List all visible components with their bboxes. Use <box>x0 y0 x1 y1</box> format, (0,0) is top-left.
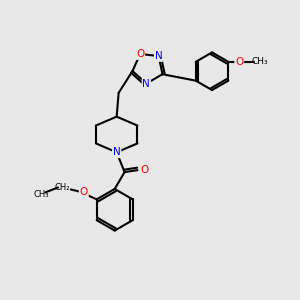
Text: N: N <box>142 79 150 88</box>
Text: CH₃: CH₃ <box>33 190 49 199</box>
Text: CH₃: CH₃ <box>252 57 268 66</box>
Text: CH₂: CH₂ <box>54 183 70 192</box>
Text: N: N <box>155 51 163 61</box>
Text: O: O <box>140 165 148 175</box>
Text: O: O <box>80 188 88 197</box>
Text: O: O <box>136 49 144 59</box>
Text: N: N <box>113 147 121 157</box>
Text: O: O <box>235 57 243 67</box>
